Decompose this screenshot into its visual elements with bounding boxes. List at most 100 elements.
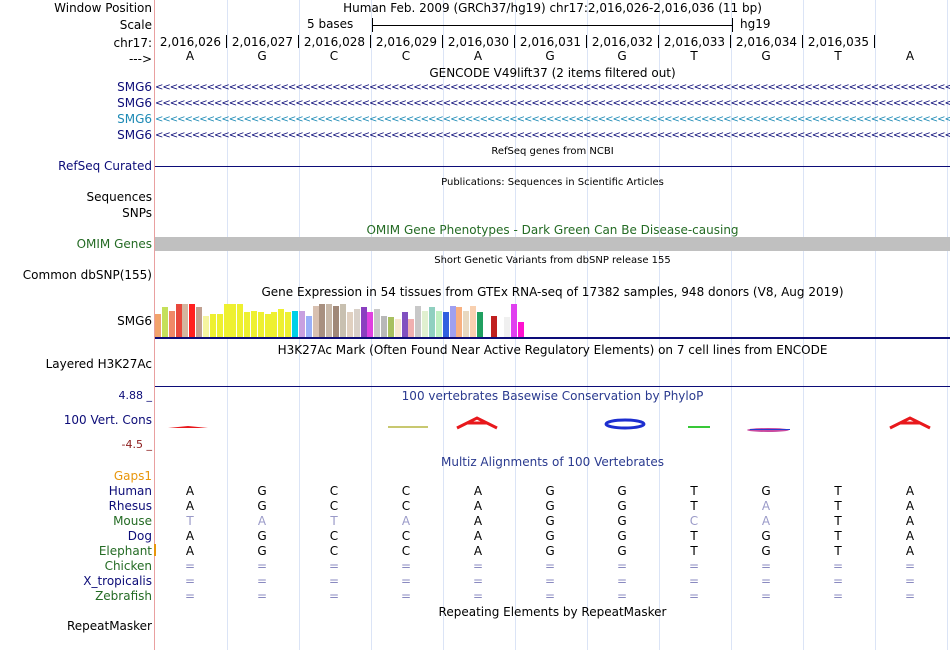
gtex-tissue-bar[interactable] — [374, 309, 381, 337]
species-label[interactable]: Chicken — [104, 559, 152, 573]
publications-snps-label[interactable]: SNPs — [122, 206, 152, 220]
gtex-tissue-bar[interactable] — [326, 304, 333, 337]
alignment-base: = — [760, 589, 772, 603]
gtex-tissue-bar[interactable] — [353, 309, 360, 337]
gtex-tissue-bar[interactable] — [230, 304, 237, 337]
gene-label-smg6[interactable]: SMG6 — [117, 96, 152, 110]
gtex-tissue-bar[interactable] — [223, 304, 230, 337]
gencode-transcript-smg6[interactable]: <<<<<<<<<<<<<<<<<<<<<<<<<<<<<<<<<<<<<<<<… — [155, 99, 950, 109]
gtex-tissue-bar[interactable] — [182, 304, 189, 337]
gtex-track-label[interactable]: SMG6 — [117, 314, 152, 328]
gencode-transcript-smg6[interactable]: <<<<<<<<<<<<<<<<<<<<<<<<<<<<<<<<<<<<<<<<… — [155, 131, 950, 141]
gtex-tissue-bar[interactable] — [497, 304, 504, 337]
gtex-tissue-bar[interactable] — [490, 316, 497, 337]
gtex-tissue-bar[interactable] — [155, 314, 161, 337]
alignment-base: = — [904, 574, 916, 588]
gencode-transcript-smg6[interactable]: <<<<<<<<<<<<<<<<<<<<<<<<<<<<<<<<<<<<<<<<… — [155, 83, 950, 93]
alignment-base: A — [473, 514, 483, 528]
gtex-tissue-bar[interactable] — [470, 306, 477, 337]
gtex-tissue-bar[interactable] — [463, 311, 470, 337]
species-label[interactable]: Zebrafish — [95, 589, 152, 603]
alignment-base: = — [184, 589, 196, 603]
gtex-tissue-bar[interactable] — [264, 314, 271, 337]
gtex-tissue-bar[interactable] — [360, 307, 367, 337]
omim-track-label[interactable]: OMIM Genes — [76, 237, 152, 251]
gtex-tissue-bar[interactable] — [244, 312, 251, 337]
gtex-tissue-bar[interactable] — [209, 314, 216, 337]
gtex-tissue-bar[interactable] — [435, 311, 442, 337]
species-label[interactable]: X_tropicalis — [83, 574, 152, 588]
species-label[interactable]: Human — [108, 484, 152, 498]
gtex-tissue-bar[interactable] — [381, 316, 388, 337]
species-label[interactable]: Mouse — [113, 514, 152, 528]
gtex-tissue-bar[interactable] — [189, 304, 196, 337]
gtex-tissue-bar[interactable] — [271, 312, 278, 337]
gtex-tissue-bar[interactable] — [202, 316, 209, 337]
gtex-tissue-bar[interactable] — [504, 317, 511, 337]
omim-track-title: OMIM Gene Phenotypes - Dark Green Can Be… — [366, 223, 739, 237]
gtex-tissue-bar[interactable] — [483, 314, 490, 337]
gtex-tissue-bar[interactable] — [456, 307, 463, 337]
reference-base: G — [545, 49, 555, 63]
phylop-base-logo[interactable] — [155, 413, 950, 437]
phylop-track-label[interactable]: 100 Vert. Cons — [63, 413, 152, 427]
refseq-gene-line[interactable] — [155, 166, 950, 167]
gene-label-smg6[interactable]: SMG6 — [117, 128, 152, 142]
refseq-track-label[interactable]: RefSeq Curated — [58, 159, 152, 173]
gtex-tissue-bar[interactable] — [278, 309, 285, 337]
gtex-tissue-bar[interactable] — [401, 312, 408, 337]
gtex-tissue-bar[interactable] — [168, 311, 175, 337]
gtex-tissue-bar[interactable] — [518, 322, 525, 337]
phylop-logo-g — [604, 418, 646, 430]
gtex-tissue-bar[interactable] — [429, 307, 435, 337]
omim-gene-bar[interactable] — [155, 237, 950, 251]
gtex-tissue-bar[interactable] — [387, 317, 394, 337]
gtex-tissue-bar[interactable] — [408, 319, 415, 337]
gtex-tissue-bar[interactable] — [319, 304, 326, 337]
gtex-tissue-bar[interactable] — [346, 312, 353, 337]
gtex-tissue-bar[interactable] — [250, 311, 257, 337]
gtex-tissue-bar[interactable] — [196, 307, 203, 337]
alignment-base: T — [690, 499, 698, 513]
gtex-tissue-bar[interactable] — [305, 316, 312, 337]
gtex-tissue-bar[interactable] — [216, 314, 223, 337]
gtex-tissue-bar[interactable] — [333, 306, 340, 337]
gtex-tissue-bar[interactable] — [511, 304, 518, 337]
alignment-base: = — [328, 589, 340, 603]
gtex-tissue-bar[interactable] — [175, 304, 182, 337]
publications-sequences-label[interactable]: Sequences — [86, 190, 152, 204]
dbsnp-track-label[interactable]: Common dbSNP(155) — [22, 268, 152, 282]
gtex-tissue-bar[interactable] — [367, 312, 374, 337]
alignment-base: C — [329, 499, 339, 513]
gtex-tissue-bar[interactable] — [449, 306, 456, 337]
gene-label-smg6[interactable]: SMG6 — [117, 80, 152, 94]
gtex-tissue-bar[interactable] — [312, 306, 319, 337]
gtex-tissue-bar[interactable] — [394, 319, 401, 337]
species-label[interactable]: Elephant — [98, 544, 152, 558]
gtex-tissue-bar[interactable] — [442, 312, 449, 337]
alignment-base: = — [400, 559, 412, 573]
phylop-logo-c — [388, 426, 428, 428]
species-label[interactable]: Dog — [127, 529, 152, 543]
gtex-tissue-bar[interactable] — [237, 304, 244, 337]
h3k27ac-track-label[interactable]: Layered H3K27Ac — [45, 357, 152, 371]
gencode-transcript-smg6[interactable]: <<<<<<<<<<<<<<<<<<<<<<<<<<<<<<<<<<<<<<<<… — [155, 115, 950, 125]
gtex-tissue-bar[interactable] — [161, 307, 168, 337]
gtex-tissue-bar[interactable] — [257, 312, 264, 337]
alignment-base: T — [834, 499, 842, 513]
gene-label-smg6[interactable]: SMG6 — [117, 112, 152, 126]
repeatmasker-track-label[interactable]: RepeatMasker — [66, 619, 152, 633]
gtex-tissue-bar[interactable] — [422, 311, 429, 337]
gtex-tissue-bar[interactable] — [285, 312, 292, 337]
gtex-tissue-bar[interactable] — [476, 312, 483, 337]
alignment-base: A — [761, 514, 771, 528]
gtex-tissue-bar[interactable] — [298, 311, 305, 337]
alignment-base: G — [761, 544, 771, 558]
gtex-bar-chart[interactable] — [155, 302, 555, 337]
gaps-label[interactable]: Gaps1 — [113, 469, 152, 483]
gtex-tissue-bar[interactable] — [339, 304, 346, 337]
species-label[interactable]: Rhesus — [108, 499, 152, 513]
gtex-tissue-bar[interactable] — [292, 311, 298, 337]
gtex-tissue-bar[interactable] — [415, 306, 422, 337]
track-area[interactable]: Human Feb. 2009 (GRCh37/hg19) chr17:2,01… — [155, 0, 950, 650]
